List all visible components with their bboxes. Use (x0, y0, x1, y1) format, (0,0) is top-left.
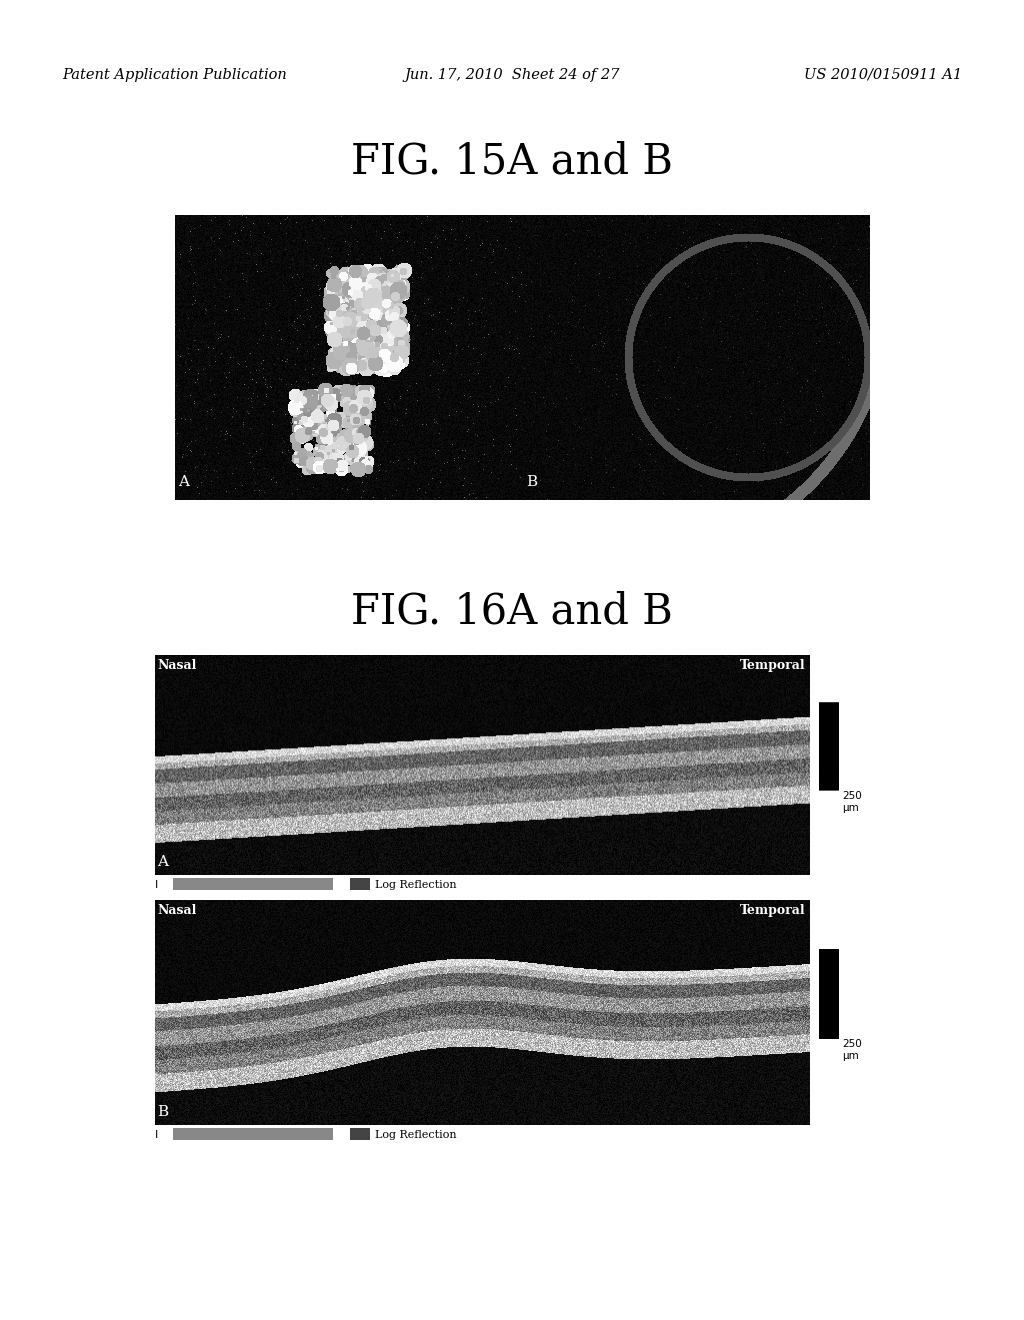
Text: Patent Application Publication: Patent Application Publication (62, 69, 287, 82)
Text: A: A (178, 475, 189, 488)
Text: US 2010/0150911 A1: US 2010/0150911 A1 (804, 69, 962, 82)
Bar (350, 1129, 370, 1140)
Text: Log Reflection: Log Reflection (375, 880, 457, 890)
Text: I: I (155, 880, 159, 890)
Text: B: B (157, 1105, 168, 1119)
Text: 250: 250 (842, 1039, 862, 1049)
Bar (350, 878, 370, 890)
Text: μm: μm (842, 803, 859, 813)
Text: B: B (526, 475, 538, 488)
Text: FIG. 15A and B: FIG. 15A and B (351, 140, 673, 182)
Text: I: I (155, 1130, 159, 1140)
Text: 250: 250 (842, 791, 862, 801)
Text: Log Reflection: Log Reflection (375, 1130, 457, 1140)
Text: Temporal: Temporal (739, 904, 805, 917)
Text: Jun. 17, 2010  Sheet 24 of 27: Jun. 17, 2010 Sheet 24 of 27 (404, 69, 620, 82)
Text: Temporal: Temporal (739, 659, 805, 672)
Text: A: A (157, 855, 168, 869)
Text: Nasal: Nasal (157, 904, 197, 917)
Text: μm: μm (842, 1051, 859, 1061)
Bar (173, 878, 333, 890)
Text: Nasal: Nasal (157, 659, 197, 672)
Text: FIG. 16A and B: FIG. 16A and B (351, 590, 673, 632)
Bar (173, 1129, 333, 1140)
